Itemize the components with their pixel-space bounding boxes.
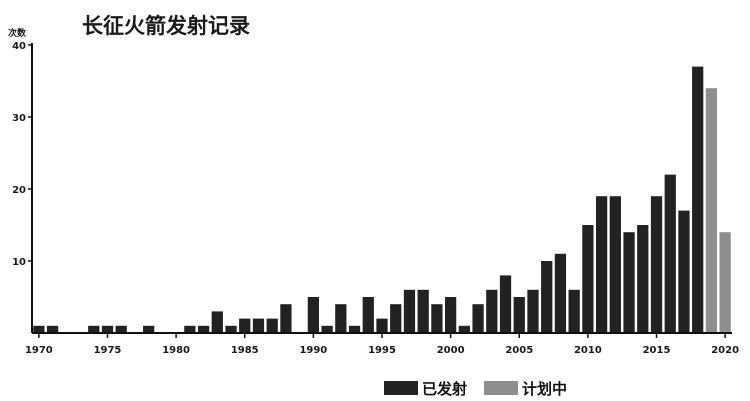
- bar-launched: [650, 196, 663, 333]
- bar-launched: [527, 289, 539, 333]
- bar-launched: [376, 318, 388, 333]
- bar-launched: [266, 318, 278, 333]
- bar-launched: [197, 325, 210, 333]
- bar-launched: [472, 304, 484, 333]
- y-tick-label: 10: [12, 257, 26, 268]
- legend-swatch-launched: [384, 381, 418, 395]
- legend-label-launched: 已发射: [422, 380, 467, 398]
- bar-launched: [348, 325, 361, 333]
- bar-launched: [582, 225, 594, 333]
- legend: 已发射 计划中: [384, 380, 567, 398]
- bar-launched: [101, 325, 114, 333]
- bar-launched: [541, 261, 553, 333]
- bar-launched: [390, 304, 402, 333]
- bar-launched: [115, 325, 127, 333]
- x-tick-label: 1970: [25, 345, 53, 356]
- x-tick-label: 2000: [437, 345, 465, 356]
- y-tick-label: 20: [12, 185, 26, 196]
- bar-launched: [321, 325, 333, 333]
- x-tick-label: 2010: [574, 345, 602, 356]
- chart-title: 长征火箭发射记录: [82, 14, 250, 38]
- bar-launched: [554, 253, 567, 333]
- x-tick-label: 2015: [643, 345, 671, 356]
- x-tick-label: 1975: [94, 345, 122, 356]
- bar-launched: [252, 318, 265, 333]
- bar-launched: [184, 325, 196, 333]
- x-tick-label: 2020: [711, 345, 739, 356]
- bar-planned: [705, 88, 718, 333]
- bar-launched: [692, 66, 704, 333]
- bar-launched: [239, 318, 251, 333]
- bar-launched: [403, 289, 416, 333]
- legend-swatch-planned: [484, 381, 518, 395]
- bar-launched: [88, 325, 100, 333]
- bar-launched: [211, 311, 223, 333]
- y-axis-label: 次数: [8, 27, 27, 39]
- bar-launched: [595, 196, 608, 333]
- bar-launched: [335, 304, 347, 333]
- bar-planned: [719, 232, 731, 333]
- bar-launched: [664, 174, 676, 333]
- bar-launched: [637, 225, 649, 333]
- bar-launched: [623, 232, 635, 333]
- bar-launched: [431, 304, 443, 333]
- bar-launched: [46, 325, 59, 333]
- bar-launched: [280, 304, 292, 333]
- x-tick-label: 1990: [299, 345, 327, 356]
- bar-launched: [33, 325, 45, 333]
- bar-launched: [458, 325, 470, 333]
- bar-launched: [513, 297, 525, 333]
- x-tick-label: 1985: [231, 345, 259, 356]
- bar-launched: [225, 325, 237, 333]
- y-tick-label: 40: [12, 41, 26, 52]
- bar-launched: [362, 297, 374, 333]
- bar-launched: [143, 325, 155, 333]
- bar-launched: [417, 289, 429, 333]
- bar-launched: [678, 210, 690, 333]
- bar-launched: [568, 289, 580, 333]
- x-axis-ticks: 1970 1975 1980 1985 1990 1995 2000 2005 2010 2015…: [25, 333, 739, 356]
- bar-launched: [486, 289, 498, 333]
- x-tick-label: 1980: [162, 345, 190, 356]
- bar-launched: [307, 297, 319, 333]
- x-tick-label: 1995: [368, 345, 396, 356]
- y-tick-label: 30: [12, 113, 26, 124]
- x-tick-label: 2005: [505, 345, 533, 356]
- bar-launched: [445, 297, 457, 333]
- legend-label-planned: 计划中: [522, 380, 567, 398]
- bars: [33, 66, 731, 333]
- bar-launched: [499, 275, 512, 333]
- y-axis-ticks: 10 20 30 40: [12, 41, 32, 268]
- bar-launched: [609, 196, 621, 333]
